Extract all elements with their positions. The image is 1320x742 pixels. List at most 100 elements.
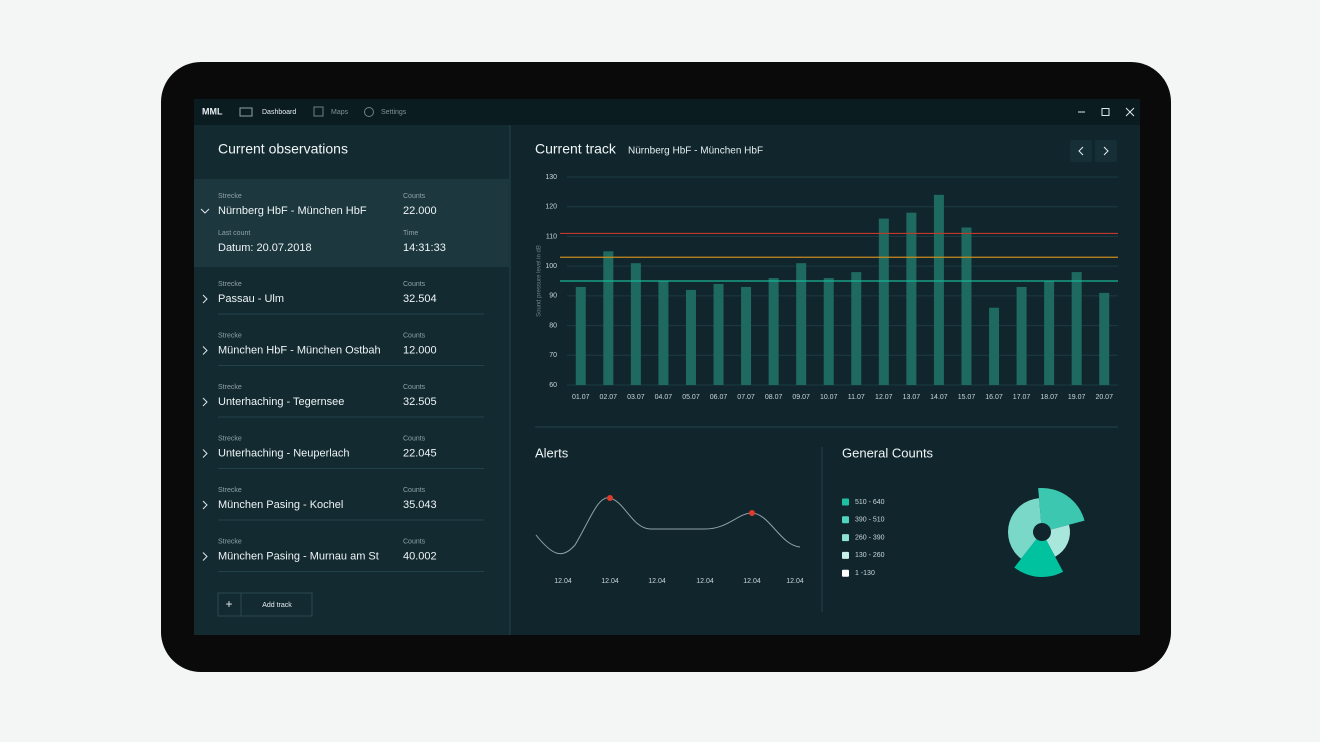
time-label: Time (403, 230, 418, 237)
counts: 32.504 (403, 293, 437, 305)
brand: MML (202, 106, 223, 116)
nav-maps[interactable]: Maps (331, 109, 349, 116)
bar[interactable] (741, 286, 752, 385)
bar[interactable] (1044, 281, 1055, 385)
alerts-x-label: 12.04 (601, 578, 619, 585)
chevron[interactable] (202, 397, 208, 407)
x-tick-label: 01.07 (572, 394, 590, 401)
bar[interactable] (603, 251, 614, 385)
legend-label: 1 -130 (855, 570, 875, 577)
legend-swatch (842, 569, 849, 577)
alerts-x-label: 12.04 (743, 578, 761, 585)
route[interactable]: München Pasing - Kochel (218, 499, 343, 511)
alert-point[interactable] (607, 495, 613, 501)
bar[interactable] (878, 218, 889, 385)
add-track-button[interactable] (217, 592, 313, 617)
counts: 22.045 (403, 447, 437, 459)
x-tick-label: 16.07 (985, 394, 1003, 401)
legend-swatch (842, 516, 849, 524)
chevron[interactable] (202, 500, 208, 510)
route[interactable]: Unterhaching - Neuperlach (218, 447, 349, 459)
y-tick-label: 120 (545, 204, 557, 211)
maps-icon (313, 106, 324, 117)
alerts-title: Alerts (535, 445, 569, 460)
settings-icon (364, 107, 374, 117)
bar[interactable] (713, 283, 724, 385)
prev-button[interactable] (1070, 140, 1092, 162)
x-tick-label: 07.07 (737, 394, 755, 401)
counts: 12.000 (403, 344, 437, 356)
add-track-label[interactable]: Add track (262, 602, 292, 609)
bar[interactable] (989, 307, 1000, 385)
polar-segment (1014, 539, 1064, 578)
bar[interactable] (961, 227, 972, 385)
bar[interactable] (685, 289, 696, 385)
route[interactable]: Unterhaching - Tegernsee (218, 396, 344, 408)
y-tick-label: 80 (549, 322, 557, 329)
x-tick-label: 14.07 (930, 394, 948, 401)
x-tick-label: 02.07 (600, 394, 618, 401)
counts: 22.000 (403, 205, 437, 217)
counts-label: Counts (403, 332, 426, 339)
bar[interactable] (933, 194, 944, 385)
maximize[interactable] (1101, 108, 1110, 116)
selected-row (194, 179, 509, 267)
x-tick-label: 12.07 (875, 394, 893, 401)
bar[interactable] (823, 278, 834, 385)
bar[interactable] (630, 263, 641, 385)
route-label: Strecke (218, 435, 242, 442)
bar[interactable] (575, 286, 586, 385)
route-label: Strecke (218, 487, 242, 494)
counts-label: Counts (403, 281, 426, 288)
route-label: Strecke (218, 384, 242, 391)
x-tick-label: 08.07 (765, 394, 783, 401)
bar[interactable] (1099, 292, 1110, 385)
alerts-curve (535, 497, 801, 555)
close[interactable] (1125, 107, 1135, 117)
nav-settings[interactable]: Settings (381, 109, 407, 116)
chevron[interactable] (200, 208, 210, 214)
dashboard-icon (239, 107, 253, 117)
legend-swatch (842, 551, 849, 559)
plus[interactable]: + (225, 597, 232, 611)
legend-label: 130 - 260 (855, 552, 885, 559)
x-tick-label: 17.07 (1013, 394, 1031, 401)
x-tick-label: 15.07 (958, 394, 976, 401)
route-label: Strecke (218, 193, 242, 200)
x-tick-label: 05.07 (682, 394, 700, 401)
route-label: Strecke (218, 538, 242, 545)
bar[interactable] (1016, 286, 1027, 385)
polar-segment (1038, 488, 1085, 530)
route[interactable]: München Pasing - Murnau am St (218, 550, 379, 562)
x-tick-label: 13.07 (903, 394, 921, 401)
last-count: Datum: 20.07.2018 (218, 242, 312, 254)
chevron[interactable] (202, 552, 208, 561)
bar[interactable] (658, 281, 669, 385)
prev-arrow (1078, 146, 1084, 156)
x-tick-label: 20.07 (1095, 394, 1113, 401)
bar[interactable] (768, 278, 779, 385)
counts-label: Counts (403, 193, 426, 200)
polar-hole (1034, 524, 1050, 540)
alert-point[interactable] (749, 510, 755, 516)
bar[interactable] (1071, 272, 1082, 385)
bar[interactable] (851, 272, 862, 385)
legend-swatch (842, 498, 849, 506)
bar[interactable] (906, 212, 917, 385)
alerts-x-label: 12.04 (696, 578, 714, 585)
route[interactable]: München HbF - München Ostbah (218, 344, 381, 356)
counts-label: Counts (403, 487, 426, 494)
title-bar (194, 99, 1140, 125)
route[interactable]: Nürnberg HbF - München HbF (218, 205, 367, 217)
y-tick-label: 90 (549, 293, 557, 300)
chevron[interactable] (202, 449, 208, 458)
next-button[interactable] (1095, 140, 1117, 162)
chevron[interactable] (202, 294, 208, 304)
route[interactable]: Passau - Ulm (218, 293, 284, 305)
alerts-x-label: 12.04 (554, 578, 572, 585)
chevron[interactable] (202, 346, 208, 355)
y-tick-label: 70 (549, 352, 557, 359)
polar-segment (1046, 524, 1070, 557)
nav-dashboard[interactable]: Dashboard (262, 109, 296, 116)
bar[interactable] (796, 263, 807, 385)
